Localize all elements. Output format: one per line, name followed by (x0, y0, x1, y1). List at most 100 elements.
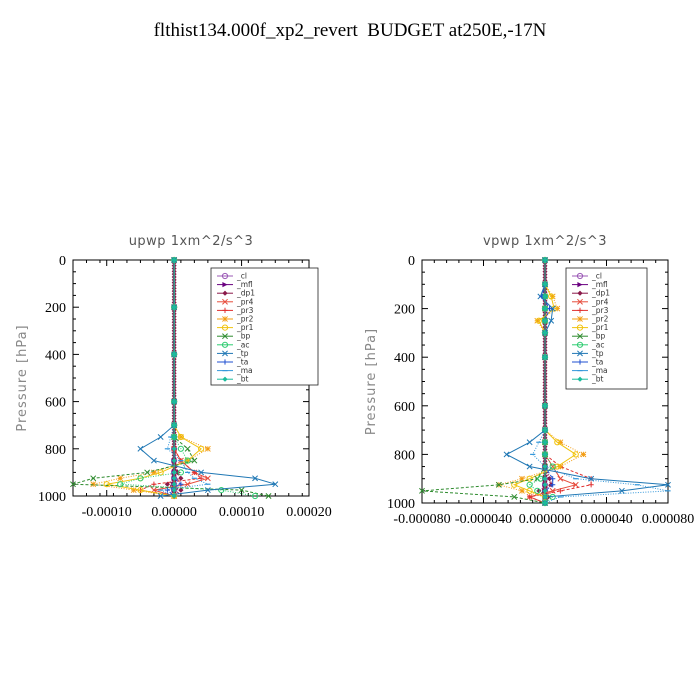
legend-label: _pr2 (591, 315, 609, 324)
x-tick-label: 0.000080 (642, 512, 695, 527)
data-point (251, 492, 259, 500)
data-point (177, 433, 184, 441)
panel-vpwp: vpwp 1xm^2/s^3 Pressure [hPa] 0 200 400 600 80… (364, 234, 694, 527)
data-point (204, 487, 211, 494)
data-point (526, 439, 533, 446)
data-point (184, 457, 191, 464)
data-point (164, 481, 170, 487)
data-point (536, 488, 542, 494)
data-point (171, 257, 177, 263)
data-point (174, 469, 181, 475)
data-point (526, 487, 533, 494)
data-point (542, 257, 548, 263)
data-point (265, 493, 272, 499)
legend-marker (577, 350, 583, 357)
data-point (542, 488, 548, 494)
data-point (665, 481, 671, 488)
series-bt (171, 257, 177, 499)
data-point (137, 445, 144, 452)
y-tick-label: 1000 (38, 490, 66, 505)
data-point (178, 475, 184, 481)
x-tick-label: 0.00010 (219, 505, 265, 520)
legend-marker (577, 376, 583, 382)
legend-label: _tp (236, 349, 249, 358)
legend-label: _pr1 (236, 323, 254, 332)
chart-title: upwp 1xm^2/s^3 (129, 234, 254, 249)
legend-marker (222, 376, 228, 382)
data-point (542, 476, 548, 482)
legend-label: _pr3 (236, 306, 254, 315)
data-point (171, 493, 177, 499)
legend-label: _ta (236, 358, 248, 367)
data-point (549, 487, 556, 494)
data-point (547, 476, 553, 482)
legend-label: _pr4 (236, 297, 254, 306)
data-point (542, 354, 548, 360)
y-tick-label: 600 (45, 396, 66, 411)
figure-title: flthist134.000f_xp2_revert BUDGET at250E… (153, 20, 547, 41)
data-point (178, 481, 184, 487)
data-point (171, 487, 177, 493)
data-point (198, 469, 205, 476)
y-axis-label: Pressure [hPa] (364, 328, 379, 435)
data-point (103, 481, 110, 488)
y-tick-label: 400 (45, 348, 66, 363)
data-point (542, 451, 548, 457)
data-point (272, 481, 279, 488)
x-tick-label: 0.000040 (580, 512, 633, 527)
x-tick-label: -0.00010 (82, 505, 132, 520)
series-line (421, 260, 546, 504)
data-point (218, 487, 225, 494)
y-tick-label: 600 (394, 400, 415, 415)
data-point (542, 306, 548, 312)
data-point (542, 439, 548, 445)
data-point (419, 487, 425, 494)
y-tick-label: 200 (394, 303, 415, 318)
legend-marker (221, 272, 229, 280)
data-point (157, 434, 164, 440)
legend-label: _cl (236, 272, 247, 281)
legend-marker (577, 333, 583, 340)
data-point (519, 475, 525, 482)
data-point (171, 399, 177, 405)
legend: _cl_mfl_dp1_pr4_pr3_pr2_pr1_bp_ac_tp_ta_… (565, 267, 648, 390)
data-point (542, 482, 548, 488)
data-point (495, 481, 502, 488)
data-point (542, 494, 548, 500)
series-ma (158, 259, 211, 497)
legend-label: _bt (591, 375, 604, 384)
legend-marker (577, 298, 583, 305)
data-point (157, 493, 164, 499)
legend-label: _pr4 (591, 297, 609, 306)
data-point (549, 293, 556, 300)
x-tick-label: 0.000000 (519, 512, 572, 527)
data-point (547, 306, 553, 312)
panel-upwp: upwp 1xm^2/s^3 Pressure [hPa] 0 200 400 600 80… (15, 234, 332, 520)
data-point (526, 475, 533, 482)
y-axis-label: Pressure [hPa] (15, 324, 30, 431)
data-point (70, 481, 76, 488)
data-point (548, 293, 555, 300)
data-point (171, 481, 177, 487)
legend-marker (577, 282, 583, 288)
data-point (511, 481, 518, 488)
legend-label: _pr1 (591, 323, 609, 332)
data-point (178, 487, 184, 493)
y-tick-label: 400 (394, 351, 415, 366)
data-point (117, 481, 124, 488)
data-point (548, 317, 555, 324)
data-point (534, 487, 541, 494)
legend-label: _ac (591, 340, 604, 349)
data-point (130, 487, 137, 494)
data-point (171, 351, 177, 357)
data-point (204, 475, 211, 482)
data-point (171, 475, 177, 481)
data-point (171, 446, 177, 452)
legend-label: _pr3 (591, 306, 609, 315)
data-point (527, 494, 533, 500)
data-point (144, 469, 151, 476)
data-point (90, 481, 97, 488)
data-point (177, 445, 184, 452)
data-point (177, 469, 184, 476)
